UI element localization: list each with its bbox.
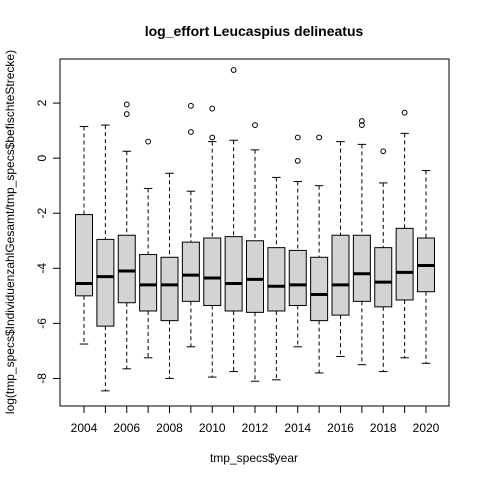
iqr-box (96, 238, 115, 327)
x-tick-label: 2014 (284, 421, 311, 435)
x-tick-label: 2010 (199, 421, 226, 435)
y-tick-label: -2 (35, 208, 49, 219)
box-2020 (417, 170, 435, 364)
y-tick-label: -4 (35, 263, 49, 274)
iqr-box (75, 214, 93, 297)
outlier-point (294, 157, 301, 164)
outlier-point (230, 67, 237, 73)
outlier-point (209, 134, 216, 141)
iqr-box (203, 237, 222, 306)
box-2004 (75, 125, 93, 345)
outlier-point (380, 148, 387, 155)
iqr-box (310, 256, 329, 322)
outlier-point (358, 118, 365, 124)
x-tick-label: 2008 (156, 421, 183, 435)
outlier-point (209, 105, 216, 112)
box-2018 (374, 148, 393, 373)
box-2012 (246, 122, 264, 382)
iqr-box (139, 254, 158, 312)
iqr-box (395, 227, 414, 301)
iqr-box (267, 247, 286, 312)
boxplots (75, 67, 435, 392)
x-tick-label: 2020 (413, 421, 440, 435)
box-2010 (203, 105, 222, 378)
box-2006 (117, 101, 136, 370)
outlier-point (145, 138, 152, 145)
box-2016 (331, 141, 350, 357)
iqr-box (374, 247, 393, 308)
outlier-point (123, 111, 130, 117)
box-2008 (160, 172, 179, 379)
box-2011 (224, 67, 243, 373)
x-axis: 2004 2006 2008 2010 2012 2014 2016 2018 2020 (71, 405, 440, 435)
y-tick-label: -6 (35, 318, 49, 329)
y-tick-label: -8 (35, 373, 49, 384)
box-2017 (352, 118, 371, 366)
iqr-box (117, 234, 136, 304)
outlier-point (187, 129, 194, 135)
iqr-box (246, 240, 264, 313)
x-axis-label: tmp_specs$year (210, 451, 298, 465)
outlier-point (294, 134, 301, 141)
outlier-point (252, 122, 258, 128)
outlier-point (187, 102, 194, 109)
outlier-point (358, 122, 365, 128)
outlier-point (123, 101, 130, 108)
box-2013 (267, 176, 286, 381)
box-2019 (395, 109, 414, 359)
iqr-box (160, 256, 179, 322)
iqr-box (331, 234, 350, 316)
box-2015 (310, 134, 329, 374)
iqr-box (224, 236, 243, 312)
iqr-box (181, 241, 200, 302)
plot-frame (59, 58, 450, 407)
box-2009 (181, 102, 200, 348)
y-axis: -8 -6 -4 -2 0 2 (35, 99, 61, 384)
y-axis-label: log(tmp_specs$IndividuenzahlGesamt/tmp_s… (3, 50, 17, 414)
outlier-point (401, 109, 408, 116)
x-tick-label: 2016 (327, 421, 354, 435)
iqr-box (352, 234, 371, 302)
x-tick-label: 2012 (242, 421, 269, 435)
y-tick-label: 0 (35, 154, 49, 161)
iqr-box (288, 249, 307, 306)
outlier-point (316, 134, 323, 141)
box-2007 (139, 138, 158, 359)
chart-title: log_effort Leucaspius delineatus (145, 23, 364, 39)
x-tick-label: 2004 (71, 421, 98, 435)
x-tick-label: 2018 (370, 421, 397, 435)
box-2005 (96, 124, 115, 392)
box-2014 (288, 134, 307, 348)
x-tick-label: 2006 (113, 421, 140, 435)
y-tick-label: 2 (35, 99, 49, 106)
